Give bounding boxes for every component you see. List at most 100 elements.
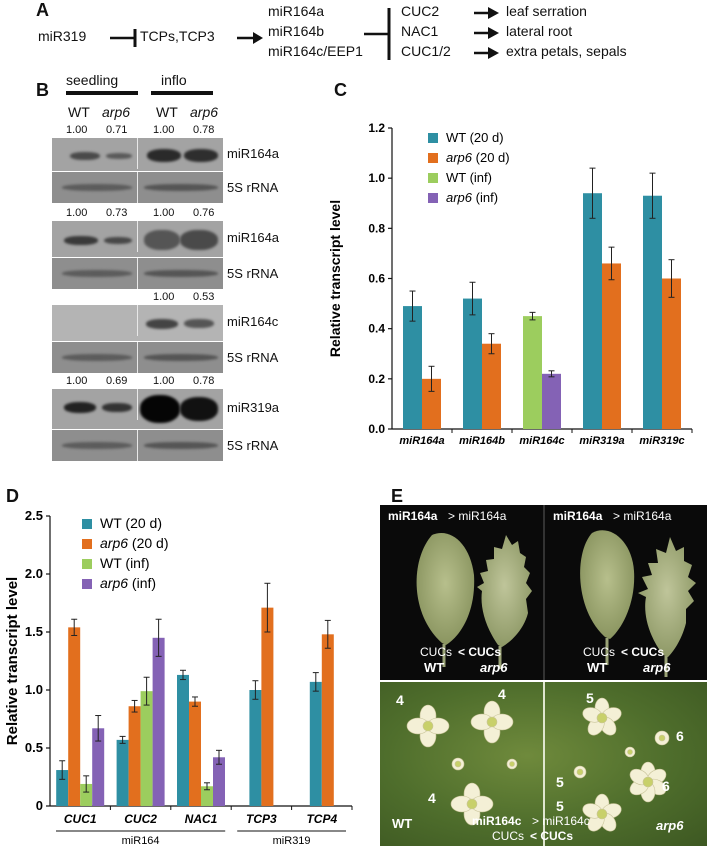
bottom-cucs-wt: CUCs <box>492 829 524 843</box>
legend-label-2: WT (inf) <box>100 555 150 571</box>
bar-arp6-20-d--mir164a <box>422 378 441 429</box>
y-tick-label: 0.0 <box>368 422 385 436</box>
y-tick-label: 0.2 <box>368 372 385 386</box>
y-tick-label: 0.5 <box>25 740 43 755</box>
bar-arp6-20-d--nac1 <box>189 701 201 806</box>
top-left-title-bold: miR164a <box>388 509 438 523</box>
control-label-4: 5S rRNA <box>227 438 279 453</box>
blot-mir164a-2 <box>52 221 223 257</box>
flowers-drawing <box>406 697 670 832</box>
bar-wt-inf--nac1 <box>201 786 213 806</box>
arrows-effects <box>474 7 499 59</box>
effect-lateral-root: lateral root <box>506 23 573 39</box>
category-label-tcp3: TCP3 <box>246 812 277 826</box>
top-left-title: > miR164a <box>448 509 507 523</box>
legend-swatch-3 <box>428 193 438 203</box>
legend-swatch-2 <box>428 173 438 183</box>
bar-wt-20-d--mir319a <box>583 193 602 429</box>
y-tick-label: 1.5 <box>25 624 43 639</box>
legend-swatch-3 <box>82 579 92 589</box>
effect-extra-petals: extra petals, sepals <box>506 43 627 59</box>
top-right-title: > miR164a <box>613 509 672 523</box>
bar-wt-20-d--tcp4 <box>309 681 322 806</box>
lane-wt-2: WT <box>156 104 178 120</box>
cucs-right-wt: CUCs <box>583 645 615 659</box>
inhibit-arrow-2 <box>364 8 391 60</box>
arrow-1 <box>237 32 263 44</box>
bar-wt-20-d--mir164b <box>463 298 482 429</box>
bar-arp6-20-d--cuc1 <box>68 627 81 806</box>
legend-swatch-1 <box>82 539 92 549</box>
inhibit-arrow-1 <box>110 29 137 47</box>
panel-b-label: B <box>36 80 49 100</box>
legend-swatch-0 <box>82 519 92 529</box>
lane-arp6-1: arp6 <box>102 104 131 120</box>
bar-wt-20-d--tcp3 <box>249 690 262 806</box>
bar-arp6-20-d--mir319c <box>662 278 681 429</box>
probe-label-4: miR319a <box>227 400 280 415</box>
bottom-label-mir164c-over: > miR164c <box>532 814 590 828</box>
effect-leaf-serration: leaf serration <box>506 3 587 19</box>
label-arp6-1: arp6 <box>480 660 508 675</box>
category-label-cuc2: CUC2 <box>124 812 157 826</box>
cucs-left-wt: CUCs <box>420 645 452 659</box>
category-label-mir164a: miR164a <box>399 435 444 447</box>
probe-label-2: miR164a <box>227 230 280 245</box>
bar-wt-inf--mir164c <box>523 316 542 429</box>
panel-d-label: D <box>6 486 19 506</box>
chart-c: 0.0 0.2 0.4 0.6 0.8 1.0 1.2 Relative transcript… <box>327 121 693 447</box>
control-label-2: 5S rRNA <box>227 266 279 281</box>
y-tick-label: 0.8 <box>368 221 385 235</box>
bar-wt-20-d--nac1 <box>177 674 189 806</box>
legend-label-3: arp6 (inf) <box>446 190 498 205</box>
quant-1-4: 0.78 <box>193 124 215 136</box>
bar-arp6-inf--cuc2 <box>152 637 165 806</box>
bottom-label-mir164c: miR164c <box>472 814 522 828</box>
y-tick-label: 1.2 <box>368 121 385 135</box>
petal-count-4a: 4 <box>396 692 404 708</box>
legend-label-3: arp6 (inf) <box>100 575 156 591</box>
cuc12-text: CUC1/2 <box>401 43 451 59</box>
category-label-cuc1: CUC1 <box>64 812 97 826</box>
petal-count-6b: 6 <box>662 778 670 794</box>
quant-2-4: 0.76 <box>193 207 215 219</box>
quant-3-3: 1.00 <box>153 291 175 303</box>
panel-e-label: E <box>391 486 404 506</box>
petal-count-5b: 5 <box>556 774 564 790</box>
inflo-bar <box>151 91 213 95</box>
legend-label-0: WT (20 d) <box>100 515 162 531</box>
group-label-mir164: miR164 <box>122 835 160 847</box>
y-tick-label: 0.4 <box>368 322 385 336</box>
lane-arp6-2: arp6 <box>190 104 219 120</box>
tcps-text: TCPs,TCP3 <box>140 28 215 44</box>
y-axis-label: Relative transcript level <box>4 577 21 745</box>
quant-2-3: 1.00 <box>153 207 175 219</box>
quant-1-2: 0.71 <box>106 124 128 136</box>
quant-2-1: 1.00 <box>66 207 88 219</box>
quant-3-4: 0.53 <box>193 291 215 303</box>
category-label-mir319c: miR319c <box>639 435 684 447</box>
bar-arp6-20-d--tcp3 <box>261 607 274 806</box>
category-label-mir319a: miR319a <box>579 435 624 447</box>
petal-count-5c: 5 <box>556 798 564 814</box>
quant-4-4: 0.78 <box>193 375 215 387</box>
bar-arp6-20-d--mir319a <box>602 263 621 429</box>
bottom-label-wt: WT <box>392 816 413 831</box>
bar-arp6-inf--mir164c <box>542 373 561 429</box>
control-label-3: 5S rRNA <box>227 350 279 365</box>
legend-label-2: WT (inf) <box>446 170 492 185</box>
legend-label-1: arp6 (20 d) <box>100 535 169 551</box>
group-label-mir319: miR319 <box>273 835 311 847</box>
nac1-text: NAC1 <box>401 23 439 39</box>
category-label-mir164b: miR164b <box>459 435 505 447</box>
quant-4-1: 1.00 <box>66 375 88 387</box>
blot-mir164c <box>52 305 223 341</box>
photo-flowers-divider <box>543 682 545 846</box>
category-label-mir164c: miR164c <box>519 435 564 447</box>
bottom-cucs-arp6: < CUCs <box>530 829 574 843</box>
mir319-text: miR319 <box>38 28 87 44</box>
label-arp6-2: arp6 <box>643 660 671 675</box>
blot-mir164a-1 <box>52 138 223 171</box>
blot-5s-1 <box>52 172 223 203</box>
quant-4-3: 1.00 <box>153 375 175 387</box>
